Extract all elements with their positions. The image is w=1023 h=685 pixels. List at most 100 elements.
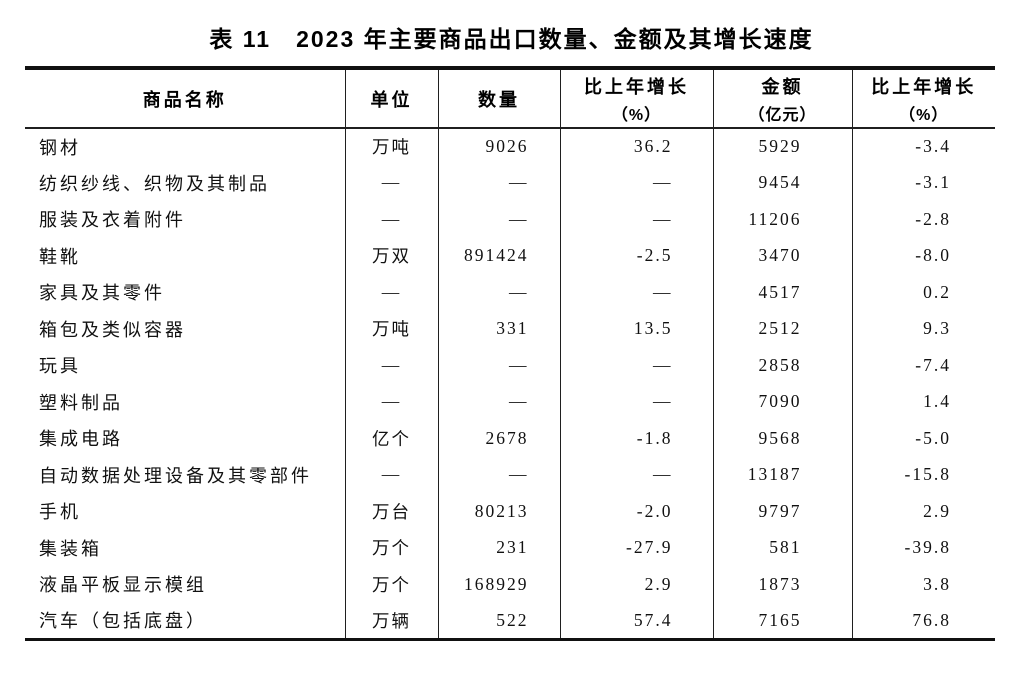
table-row: 鞋靴 万双 891424 -2.5 3470 -8.0 bbox=[25, 237, 995, 274]
quantity-cell: 522 bbox=[438, 602, 561, 639]
amount-cell: 7165 bbox=[713, 602, 853, 639]
commodity-name-cell: 鞋靴 bbox=[25, 237, 346, 274]
commodity-name-cell: 集成电路 bbox=[25, 420, 346, 457]
col-header-sublabel: （亿元） bbox=[748, 106, 817, 124]
unit-cell: 万个 bbox=[345, 566, 439, 603]
col-header-label: 金额 bbox=[761, 76, 804, 97]
quantity-cell: — bbox=[438, 347, 561, 384]
col-header-sublabel: （%） bbox=[611, 106, 662, 124]
quantity-cell: 2678 bbox=[438, 420, 561, 457]
col-header-label: 数量 bbox=[478, 89, 520, 110]
col-header-sublabel: （%） bbox=[899, 106, 949, 124]
col-header-unit: 单位 bbox=[345, 68, 439, 129]
amount-growth-cell: -2.8 bbox=[915, 208, 951, 229]
quantity-growth-cell: -27.9 bbox=[560, 529, 714, 566]
amount-cell: 9568 bbox=[713, 420, 853, 457]
quantity-growth-cell: 36.2 bbox=[560, 128, 714, 165]
quantity-growth-cell: 57.4 bbox=[560, 602, 714, 639]
unit-cell: — bbox=[345, 201, 439, 238]
table-row: 服装及衣着附件 — — —11206 -2.8 bbox=[25, 201, 995, 238]
unit-cell: 万吨 bbox=[345, 310, 439, 347]
quantity-growth-cell: — bbox=[560, 383, 714, 420]
commodity-name-cell: 塑料制品 bbox=[25, 383, 346, 420]
table-row: 液晶平板显示模组 万个 168929 2.9 1873 3.8 bbox=[25, 566, 995, 603]
amount-growth-cell: -39.8 bbox=[904, 537, 951, 558]
quantity-cell: — bbox=[438, 274, 561, 311]
col-header-label: 单位 bbox=[370, 89, 413, 110]
amount-cell: 9454 bbox=[713, 164, 853, 201]
quantity-growth-cell: -1.8 bbox=[560, 420, 714, 457]
amount-cell: 581 bbox=[713, 529, 853, 566]
amount-cell: 5929 bbox=[713, 128, 853, 165]
amount-growth-cell: -7.4 bbox=[915, 354, 951, 375]
amount-cell: 9797 bbox=[713, 493, 853, 530]
commodity-name-cell: 纺织纱线、织物及其制品 bbox=[25, 164, 346, 201]
unit-cell: — bbox=[345, 274, 439, 311]
commodity-name-cell: 液晶平板显示模组 bbox=[25, 566, 346, 603]
quantity-growth-cell: 13.5 bbox=[560, 310, 714, 347]
amount-cell: 2512 bbox=[713, 310, 853, 347]
header-row: 商品名称 单位 数量 比上年增长 （%） 金额 （亿元） 比上年增长 bbox=[25, 68, 995, 129]
amount-growth-cell: 2.9 bbox=[923, 500, 951, 521]
amount-growth-cell: -3.1 bbox=[915, 172, 951, 193]
quantity-cell: — bbox=[438, 383, 561, 420]
table-row: 自动数据处理设备及其零部件 — — —13187 -15.8 bbox=[25, 456, 995, 493]
amount-cell: 13187 bbox=[713, 456, 853, 493]
amount-cell: 3470 bbox=[713, 237, 853, 274]
col-header-amount-growth: 比上年增长 （%） bbox=[852, 68, 995, 129]
quantity-cell: 168929 bbox=[438, 566, 561, 603]
unit-cell: — bbox=[345, 456, 439, 493]
commodity-name-cell: 箱包及类似容器 bbox=[25, 310, 346, 347]
amount-growth-cell: 3.8 bbox=[923, 573, 951, 594]
amount-growth-cell: 1.4 bbox=[923, 391, 951, 412]
commodity-name-cell: 服装及衣着附件 bbox=[25, 201, 346, 238]
col-header-label: 商品名称 bbox=[142, 89, 227, 110]
quantity-growth-cell: — bbox=[560, 274, 714, 311]
commodity-name-cell: 汽车（包括底盘） bbox=[25, 602, 346, 639]
amount-cell: 1873 bbox=[713, 566, 853, 603]
table-row: 玩具 — — —2858 -7.4 bbox=[25, 347, 995, 384]
commodity-name-cell: 玩具 bbox=[25, 347, 346, 384]
table-row: 家具及其零件 — — —4517 0.2 bbox=[25, 274, 995, 311]
table-row: 手机 万台 80213 -2.0 9797 2.9 bbox=[25, 493, 995, 530]
amount-growth-cell: 76.8 bbox=[912, 609, 951, 630]
quantity-growth-cell: -2.0 bbox=[560, 493, 714, 530]
col-header-amount: 金额 （亿元） bbox=[713, 68, 853, 129]
unit-cell: 万吨 bbox=[345, 128, 439, 165]
amount-growth-cell: -5.0 bbox=[915, 427, 951, 448]
quantity-growth-cell: 2.9 bbox=[560, 566, 714, 603]
table-row: 集装箱 万个 231 -27.9 581 -39.8 bbox=[25, 529, 995, 566]
quantity-cell: — bbox=[438, 456, 561, 493]
quantity-cell: 80213 bbox=[438, 493, 561, 530]
quantity-growth-cell: -2.5 bbox=[560, 237, 714, 274]
col-header-commodity-name: 商品名称 bbox=[25, 68, 346, 129]
unit-cell: — bbox=[345, 164, 439, 201]
table-title: 表 11 2023 年主要商品出口数量、金额及其增长速度 bbox=[209, 26, 814, 52]
export-commodities-table: 商品名称 单位 数量 比上年增长 （%） 金额 （亿元） 比上年增长 bbox=[25, 66, 995, 641]
quantity-growth-cell: — bbox=[560, 164, 714, 201]
unit-cell: 万辆 bbox=[345, 602, 439, 639]
table-header: 商品名称 单位 数量 比上年增长 （%） 金额 （亿元） 比上年增长 bbox=[25, 68, 995, 129]
unit-cell: 万双 bbox=[345, 237, 439, 274]
col-header-label: 比上年增长 bbox=[871, 76, 977, 97]
unit-cell: 万个 bbox=[345, 529, 439, 566]
amount-cell: 7090 bbox=[713, 383, 853, 420]
col-header-label: 比上年增长 bbox=[584, 76, 689, 97]
amount-cell: 2858 bbox=[713, 347, 853, 384]
quantity-growth-cell: — bbox=[560, 347, 714, 384]
commodity-name-cell: 钢材 bbox=[25, 128, 346, 165]
col-header-quantity-growth: 比上年增长 （%） bbox=[560, 68, 714, 129]
table-body: 钢材 万吨 9026 36.2 5929 -3.4 纺织纱线、织物及其制品 — — —9454 -3… bbox=[25, 128, 995, 639]
unit-cell: 亿个 bbox=[345, 420, 439, 457]
table-row: 箱包及类似容器 万吨 331 13.5 2512 9.3 bbox=[25, 310, 995, 347]
amount-cell: 4517 bbox=[713, 274, 853, 311]
quantity-cell: 331 bbox=[438, 310, 561, 347]
commodity-name-cell: 集装箱 bbox=[25, 529, 346, 566]
quantity-growth-cell: — bbox=[560, 456, 714, 493]
table-row: 纺织纱线、织物及其制品 — — —9454 -3.1 bbox=[25, 164, 995, 201]
quantity-cell: 891424 bbox=[438, 237, 561, 274]
quantity-cell: 231 bbox=[438, 529, 561, 566]
commodity-name-cell: 自动数据处理设备及其零部件 bbox=[25, 456, 346, 493]
table-row: 汽车（包括底盘） 万辆 522 57.4 7165 76.8 bbox=[25, 602, 995, 639]
